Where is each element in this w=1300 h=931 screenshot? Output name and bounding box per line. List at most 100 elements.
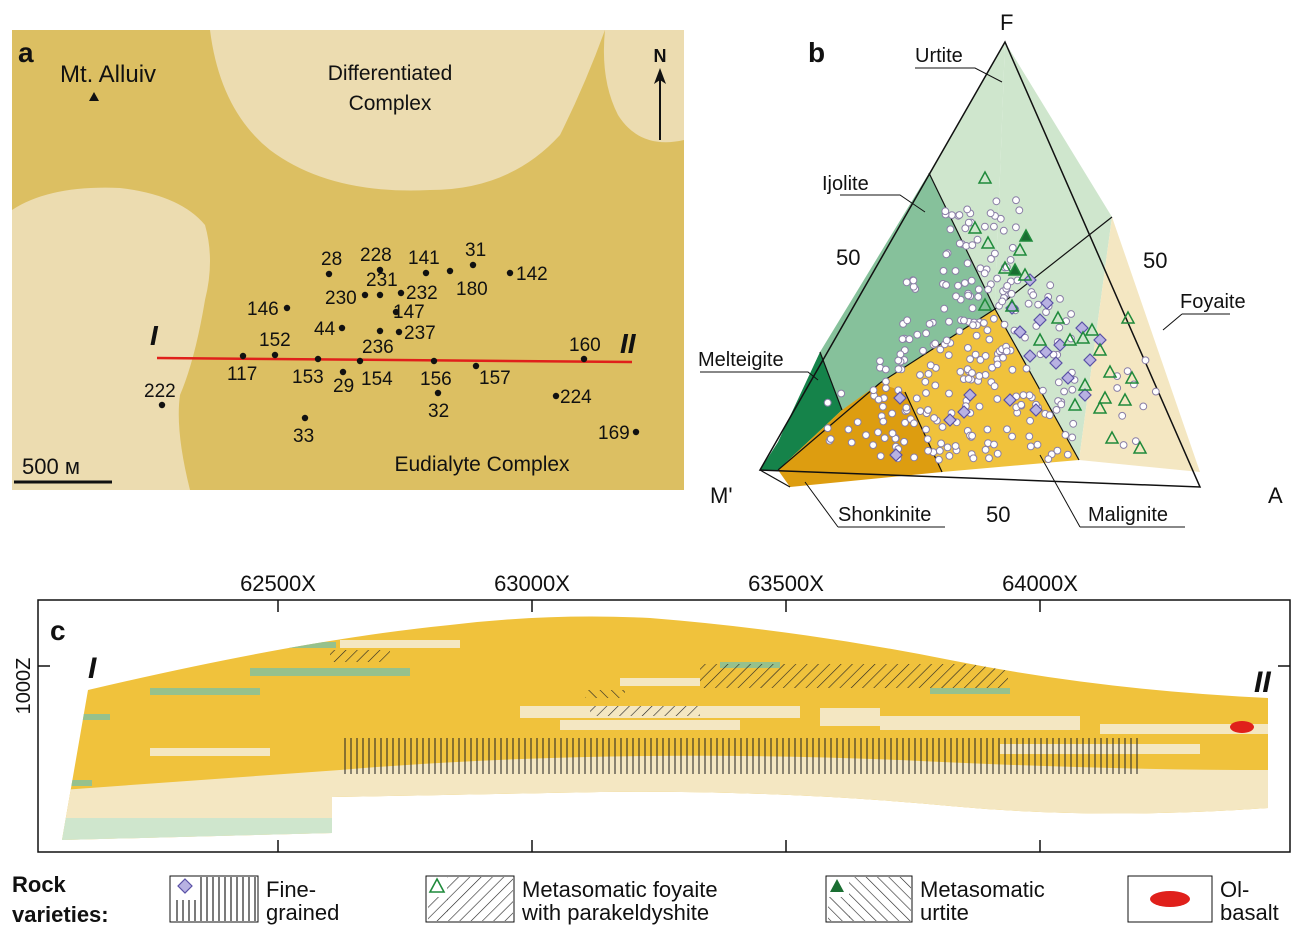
legend-foyaite-line2: with parakeldyshite (521, 900, 709, 925)
borehole-point (430, 357, 438, 365)
sample-circle-marker (1060, 387, 1068, 396)
sample-circle-marker (921, 377, 930, 386)
sample-circle-marker (902, 403, 911, 412)
borehole-label: 142 (516, 264, 548, 285)
sample-circle-marker (1039, 386, 1047, 395)
section-start-label: I (88, 652, 97, 685)
sample-open-triangle-marker (1102, 364, 1118, 378)
borehole-point (632, 428, 640, 436)
borehole-label: 160 (569, 335, 601, 356)
sample-circle-marker (931, 339, 940, 348)
sample-circle-marker (1069, 419, 1078, 428)
sample-circle-marker (1056, 295, 1064, 303)
sample-circle-marker (938, 423, 947, 431)
sample-circle-marker (1139, 402, 1148, 411)
sample-open-triangle-marker (997, 260, 1013, 274)
sample-circle-marker (1131, 437, 1140, 446)
apex-a: A (1268, 483, 1283, 508)
sample-circle-marker (900, 437, 908, 446)
leader-shonkinite-tip (804, 481, 839, 528)
sample-circle-marker (1029, 291, 1038, 300)
sample-circle-marker (1130, 380, 1138, 389)
sample-open-triangle-marker (1097, 390, 1113, 404)
sample-circle-marker (991, 249, 999, 258)
borehole-point (356, 357, 364, 365)
section-hatch-vertical (340, 738, 1140, 774)
panel-a-letter: a (18, 37, 34, 68)
label-malignite: Malignite (1088, 504, 1168, 526)
borehole-point (301, 414, 309, 422)
sample-circle-marker (1033, 440, 1042, 449)
sample-circle-marker (952, 292, 960, 301)
x-tick-4: 64000X (1002, 571, 1078, 596)
borehole-label: 146 (247, 299, 279, 320)
borehole-label: 236 (362, 337, 394, 358)
sample-circle-marker (1012, 223, 1020, 232)
sample-circle-marker (888, 409, 896, 418)
sample-circle-marker (1063, 450, 1072, 459)
sample-circle-marker (961, 279, 969, 287)
sample-open-triangle-marker (967, 220, 983, 234)
sample-circle-marker (955, 239, 964, 248)
open-triangle-marker-icon (428, 877, 446, 893)
sample-circle-marker (1151, 387, 1160, 396)
borehole-point (506, 269, 514, 277)
sample-circle-marker (951, 442, 960, 450)
sample-circle-marker (961, 224, 970, 233)
sample-circle-marker (905, 335, 914, 344)
legend-title-line2: varieties: (12, 902, 109, 927)
sample-circle-marker (964, 375, 973, 383)
borehole-label: 232 (406, 283, 438, 304)
borehole-point (376, 291, 384, 299)
sample-circle-marker (990, 440, 998, 449)
x-tick-1: 62500X (240, 571, 316, 596)
sample-circle-marker (1022, 364, 1031, 373)
sample-open-triangle-marker (1004, 298, 1020, 312)
sample-circle-marker (1061, 431, 1070, 439)
sample-circle-marker (966, 355, 974, 364)
borehole-label: 32 (428, 401, 449, 422)
legend-urtite-line1: Metasomatic (920, 877, 1045, 902)
sample-circle-marker (1017, 400, 1026, 409)
sample-circle-marker (974, 285, 983, 294)
borehole-label: 117 (227, 364, 257, 385)
sample-circle-marker (945, 452, 954, 460)
sample-circle-marker (910, 419, 918, 428)
sample-diamond-marker (1061, 371, 1075, 385)
sample-circle-marker (919, 346, 927, 355)
ol-basalt-lens (1230, 721, 1254, 733)
sample-circle-marker (968, 431, 976, 440)
sample-open-triangle-marker (977, 170, 993, 184)
borehole-label: 180 (456, 279, 488, 300)
borehole-point (446, 267, 454, 275)
legend-urtite-line2: urtite (920, 900, 969, 925)
sample-open-triangle-marker (1092, 400, 1108, 414)
sample-circle-marker (1026, 442, 1035, 451)
sample-circle-marker (910, 453, 918, 462)
sample-circle-marker (993, 274, 1001, 283)
sample-circle-marker (869, 441, 877, 450)
panel-c-letter: c (50, 615, 66, 646)
sample-circle-marker (956, 367, 965, 376)
sample-circle-marker (930, 414, 938, 422)
sample-circle-marker (902, 278, 911, 287)
sample-open-triangle-marker (1032, 332, 1048, 346)
sample-circle-marker (968, 304, 977, 313)
sample-diamond-marker (1040, 296, 1054, 310)
sample-circle-marker (980, 269, 989, 278)
leader-urtite (915, 67, 1003, 83)
sample-circle-marker (960, 316, 968, 325)
eudialyte-label: Eudialyte Complex (394, 453, 570, 476)
sample-circle-marker (990, 382, 999, 391)
borehole-label: 169 (598, 423, 630, 444)
sample-circle-marker (980, 319, 988, 327)
sample-diamond-marker (1093, 333, 1107, 347)
panel-b-letter: b (808, 37, 825, 68)
sample-circle-marker (969, 321, 977, 330)
borehole-point (376, 327, 384, 335)
tick-left-50: 50 (836, 245, 860, 270)
sample-circle-marker (1003, 282, 1012, 290)
red-ellipse-icon (1150, 891, 1190, 907)
sample-diamond-marker (1039, 345, 1053, 359)
